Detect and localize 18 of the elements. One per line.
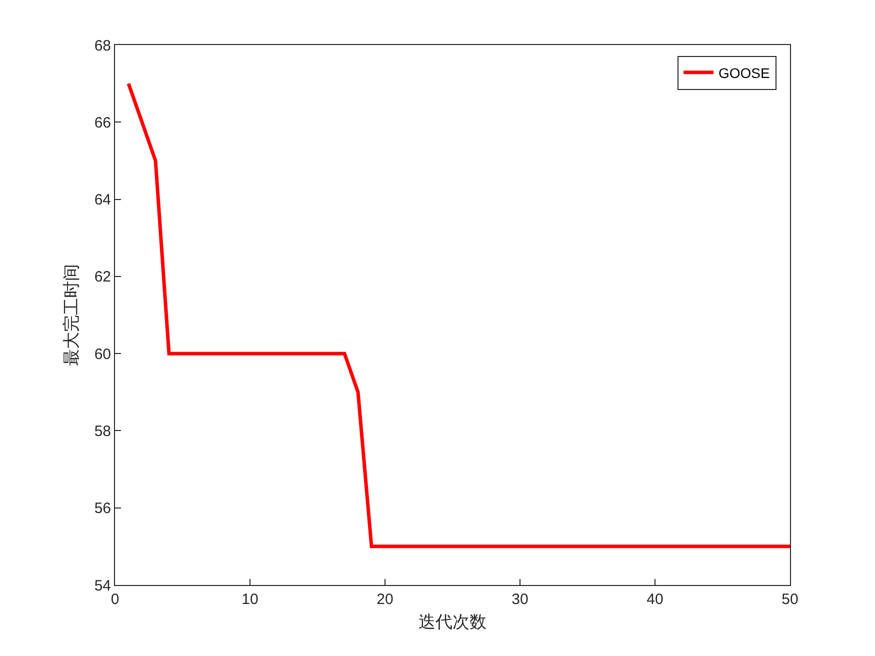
y-tick-label: 68 bbox=[94, 37, 111, 54]
x-tick-label: 10 bbox=[242, 591, 258, 608]
y-tick-label: 62 bbox=[94, 268, 111, 286]
x-tick-label: 40 bbox=[646, 591, 664, 608]
y-tick-label: 66 bbox=[94, 114, 111, 132]
line-series bbox=[126, 82, 790, 548]
x-axis-title: 迭代次数 bbox=[418, 612, 486, 632]
x-tick-label: 30 bbox=[512, 591, 528, 608]
y-tick-label: 58 bbox=[94, 422, 111, 440]
y-tick-label: 60 bbox=[94, 346, 111, 363]
x-tick-label: 50 bbox=[782, 591, 798, 608]
x-tick-label: 0 bbox=[110, 591, 120, 608]
x-tick-label: 20 bbox=[376, 591, 394, 608]
y-tick-label: 56 bbox=[94, 500, 111, 518]
legend-label: GOOSE bbox=[718, 64, 770, 81]
y-tick-label: 54 bbox=[94, 577, 111, 594]
y-axis-title: 最大完工时间 bbox=[62, 264, 82, 366]
y-tick-label: 64 bbox=[94, 192, 111, 209]
